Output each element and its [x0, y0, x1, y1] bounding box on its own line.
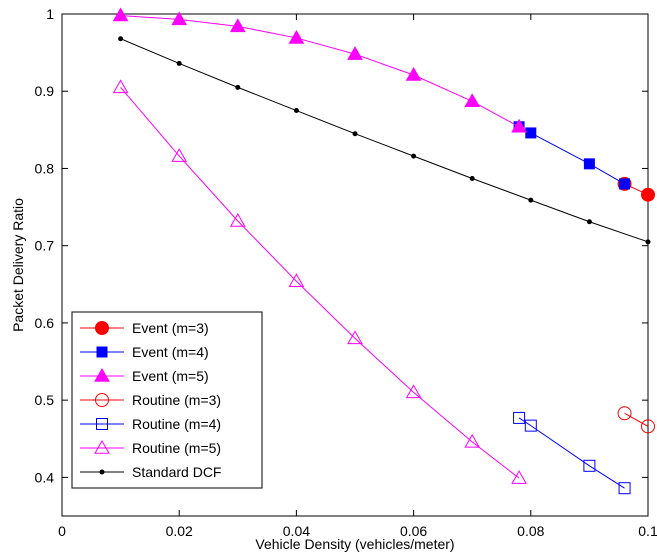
y-tick-label: 0.6	[35, 315, 55, 331]
data-point	[511, 118, 527, 133]
legend-entry: Event (m=3)	[80, 320, 209, 336]
legend-entry: Routine (m=4)	[80, 416, 221, 432]
data-point	[641, 419, 655, 434]
data-point	[347, 46, 363, 60]
legend-marker	[94, 367, 110, 382]
y-tick-label: 0.9	[35, 83, 55, 99]
x-tick-label: 0.02	[166, 523, 193, 539]
data-point	[352, 131, 358, 137]
legend-label: Event (m=4)	[132, 344, 209, 360]
data-point	[171, 11, 188, 26]
series-3	[617, 406, 655, 434]
x-tick-label: 0.1	[638, 523, 657, 539]
data-point	[112, 79, 129, 94]
legend-marker	[95, 321, 109, 335]
data-point	[405, 384, 422, 399]
data-point	[405, 67, 422, 81]
legend-label: Event (m=5)	[132, 368, 209, 384]
data-point	[411, 153, 417, 159]
y-axis-label: Packet Delivery Ratio	[10, 198, 26, 332]
data-point	[583, 158, 595, 170]
series-line	[624, 412, 649, 427]
y-tick-label: 0.4	[35, 469, 55, 485]
legend-entry: Routine (m=5)	[80, 439, 221, 456]
data-point	[229, 18, 246, 33]
legend-entry: Event (m=5)	[80, 367, 209, 384]
legend-entry: Standard DCF	[80, 464, 221, 480]
series-layer	[112, 7, 655, 495]
legend-entry: Routine (m=3)	[80, 392, 221, 408]
data-point	[586, 219, 592, 225]
data-point	[229, 212, 246, 227]
data-point	[288, 29, 305, 44]
legend-label: Routine (m=3)	[132, 392, 221, 408]
data-point	[464, 433, 481, 448]
data-point	[645, 239, 651, 245]
data-point	[464, 93, 481, 108]
data-point	[617, 406, 632, 421]
y-tick-label: 0.8	[35, 160, 55, 176]
legend: Event (m=3) Event (m=4) Event (m=5) Routine…	[71, 311, 263, 489]
data-point	[525, 127, 537, 139]
x-axis-label: Vehicle Density (vehicles/meter)	[255, 536, 454, 552]
data-point	[511, 470, 527, 484]
axis-ticks: 0 0.02 0.04 0.06 0.08 0.1 0.4 0.5 0.6 0.7 0.8 0.9 1	[35, 6, 657, 539]
legend-label: Routine (m=5)	[132, 440, 221, 456]
x-tick-label: 0.06	[400, 523, 427, 539]
data-point	[288, 273, 305, 287]
x-tick-label: 0.04	[283, 523, 310, 539]
data-point	[513, 411, 526, 424]
legend-marker	[95, 393, 109, 407]
series-line	[120, 38, 649, 243]
legend-marker	[96, 418, 108, 430]
data-point	[118, 36, 124, 42]
data-point	[293, 108, 299, 114]
y-tick-label: 0.5	[35, 392, 55, 408]
legend-marker	[96, 346, 108, 358]
data-point	[583, 459, 596, 472]
data-point	[641, 187, 655, 202]
legend-entry: Event (m=4)	[80, 344, 209, 360]
series-5	[112, 79, 527, 484]
legend-label: Routine (m=4)	[132, 416, 221, 432]
data-point	[618, 482, 631, 495]
data-point	[528, 197, 534, 203]
legend-marker	[99, 469, 105, 475]
data-point	[469, 176, 475, 182]
data-point	[619, 178, 631, 190]
legend-marker	[94, 439, 110, 454]
data-point	[112, 7, 129, 22]
x-tick-label: 0	[58, 523, 66, 539]
data-point	[171, 148, 188, 162]
series-6	[118, 36, 651, 245]
x-tick-label: 0.08	[517, 523, 544, 539]
y-tick-label: 1	[46, 6, 54, 22]
y-tick-label: 0.7	[35, 238, 55, 254]
series-4	[513, 411, 631, 495]
series-line	[120, 15, 520, 128]
legend-label: Standard DCF	[132, 464, 221, 480]
series-2	[112, 7, 527, 133]
data-point	[176, 60, 182, 66]
series-line	[120, 87, 520, 479]
data-point	[235, 84, 241, 90]
data-point	[347, 330, 363, 345]
legend-label: Event (m=3)	[132, 320, 209, 336]
data-point	[524, 419, 537, 432]
